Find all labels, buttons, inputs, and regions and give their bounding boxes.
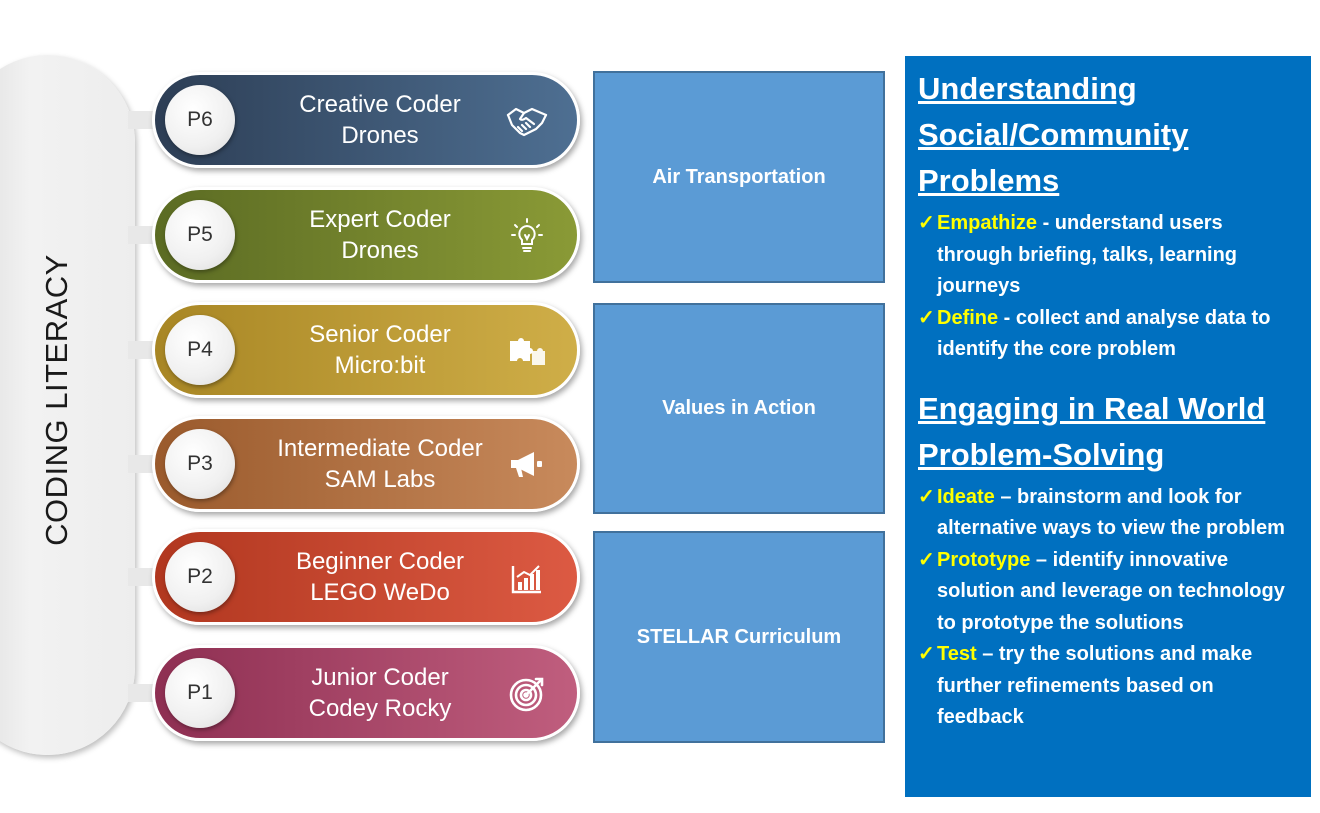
step-item: ✓ Empathize - understand users through br… [918, 208, 1301, 303]
handshake-icon [505, 101, 549, 141]
step-keyword: Test [937, 643, 977, 665]
megaphone-icon [505, 445, 549, 485]
level-p1: P1 Junior Coder Codey Rocky [152, 645, 580, 741]
puzzle-icon [505, 331, 549, 371]
theme-box: Air Transportation [593, 71, 885, 283]
step-item: ✓ Ideate – brainstorm and look for altern… [918, 482, 1301, 545]
heading-line: Engaging in Real World [918, 390, 1266, 426]
level-platform: Drones [341, 122, 419, 149]
theme-box: STELLAR Curriculum [593, 531, 885, 743]
level-badge: P6 [165, 85, 235, 155]
step-keyword: Define [937, 306, 999, 329]
step-list: ✓ Ideate – brainstorm and look for altern… [918, 482, 1301, 734]
check-icon: ✓ [918, 643, 935, 665]
level-badge: P2 [165, 542, 235, 612]
theme-box: Values in Action [593, 303, 885, 514]
level-name: Senior Coder [309, 321, 451, 348]
level-name: Beginner Coder [295, 548, 465, 575]
step-text: - understand users through briefing, tal… [937, 212, 1238, 297]
level-badge: P5 [165, 200, 235, 270]
theme-label: Values in Action [662, 397, 816, 419]
theme-label: Air Transportation [652, 165, 826, 188]
step-item: ✓ Test – try the solutions and make furth… [918, 639, 1301, 734]
level-platform: SAM Labs [324, 466, 436, 493]
level-platform: LEGO WeDo [310, 579, 450, 606]
level-title: Senior Coder Micro:bit [245, 319, 515, 381]
level-p2: P2 Beginner Coder LEGO WeDo [152, 529, 580, 625]
step-item: ✓ Define - collect and analyse data to id… [918, 303, 1301, 366]
level-p6: P6 Creative Coder Drones [152, 72, 580, 168]
level-name: Junior Coder [311, 664, 449, 691]
level-badge: P3 [165, 429, 235, 499]
level-platform: Codey Rocky [308, 695, 452, 722]
step-keyword: Ideate [937, 485, 995, 508]
chart-icon [505, 558, 549, 598]
spine-label: CODING LITERACY [39, 254, 74, 546]
check-icon: ✓ [918, 212, 935, 234]
lightbulb-icon [505, 216, 549, 256]
target-icon [505, 674, 549, 714]
level-title: Beginner Coder LEGO WeDo [245, 546, 515, 608]
step-list: ✓ Empathize - understand users through br… [918, 208, 1301, 366]
coding-literacy-spine [0, 55, 135, 755]
theme-label: STELLAR Curriculum [636, 625, 842, 648]
level-platform: Micro:bit [334, 352, 426, 379]
design-thinking-panel: Understanding Social/Community Problems … [905, 56, 1311, 797]
step-keyword: Prototype [937, 548, 1031, 571]
section-heading: Understanding Social/Community Problems [918, 66, 1301, 204]
check-icon: ✓ [918, 485, 935, 508]
heading-line: Social/Community [918, 117, 1189, 152]
level-p5: P5 Expert Coder Drones [152, 187, 580, 283]
level-name: Creative Coder [299, 91, 461, 118]
section-heading: Engaging in Real World Problem-Solving [918, 386, 1301, 478]
heading-line: Problem-Solving [918, 436, 1165, 472]
level-title: Intermediate Coder SAM Labs [245, 433, 515, 495]
level-p3: P3 Intermediate Coder SAM Labs [152, 416, 580, 512]
step-item: ✓ Prototype – identify innovative solutio… [918, 545, 1301, 640]
level-badge: P1 [165, 658, 235, 728]
level-title: Junior Coder Codey Rocky [245, 662, 515, 724]
level-name: Expert Coder [309, 206, 451, 233]
step-text: – brainstorm and look for alternative wa… [937, 485, 1285, 540]
step-text: – identify innovative solution and lever… [937, 548, 1285, 634]
step-text: – try the solutions and make further ref… [937, 643, 1253, 728]
level-title: Expert Coder Drones [245, 204, 515, 266]
heading-line: Problems [918, 163, 1060, 198]
check-icon: ✓ [918, 548, 935, 571]
level-badge: P4 [165, 315, 235, 385]
step-keyword: Empathize [937, 212, 1038, 234]
level-platform: Drones [341, 237, 419, 264]
level-name: Intermediate Coder [277, 435, 483, 462]
heading-line: Understanding [918, 71, 1137, 106]
check-icon: ✓ [918, 306, 935, 329]
level-title: Creative Coder Drones [245, 89, 515, 151]
step-text: - collect and analyse data to identify t… [937, 306, 1271, 361]
level-p4: P4 Senior Coder Micro:bit [152, 302, 580, 398]
